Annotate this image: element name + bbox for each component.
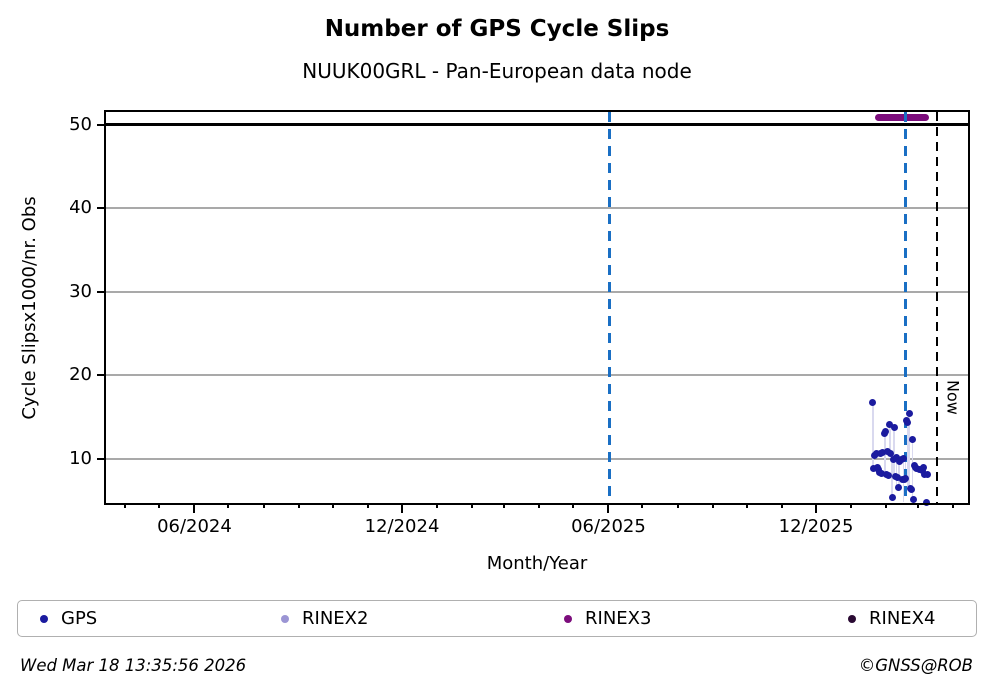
chart-title: Number of GPS Cycle Slips — [324, 16, 670, 42]
legend-item-gps: GPS — [40, 608, 97, 630]
now-label: Now — [943, 380, 963, 415]
gps-data-point — [886, 421, 894, 429]
legend-label: GPS — [61, 608, 98, 629]
x-tick-label: 12/2024 — [364, 516, 440, 537]
event-vline — [608, 112, 612, 503]
gps-data-point — [879, 448, 887, 456]
gridline — [106, 374, 968, 377]
gps-data-point — [895, 483, 903, 491]
legend-label: RINEX3 — [585, 608, 652, 629]
gps-data-point — [872, 449, 880, 457]
range-bar — [895, 457, 898, 489]
legend-label: RINEX4 — [869, 608, 936, 629]
x-axis-label: Month/Year — [486, 553, 588, 574]
range-bar — [871, 402, 874, 470]
gps-data-point — [922, 498, 930, 506]
gps-data-point — [893, 453, 901, 461]
axis-frame — [104, 110, 970, 505]
gps-data-point — [887, 449, 895, 457]
y-tick-label: 30 — [69, 280, 92, 302]
gps-data-point — [881, 427, 889, 435]
y-axis-label: Cycle Slipsx1000/nr. Obs — [19, 196, 40, 420]
range-bar — [893, 427, 896, 479]
gps-data-point — [910, 496, 918, 504]
gps-data-point — [878, 469, 886, 477]
now-line — [935, 112, 939, 503]
gps-data-point — [890, 423, 898, 431]
plot-area: Now — [106, 112, 968, 506]
legend-item-rinex4: RINEX4 — [848, 608, 935, 630]
legend-item-rinex3: RINEX3 — [564, 608, 651, 630]
rinex3-segment — [874, 113, 930, 121]
gps-data-point — [905, 410, 913, 418]
gps-data-point — [899, 454, 907, 462]
rinex4-marker-icon — [848, 615, 856, 623]
rinex3-marker-icon — [564, 615, 572, 623]
legend-box — [17, 600, 977, 637]
x-tick-label: 12/2025 — [778, 516, 854, 537]
gps-data-point — [885, 472, 893, 480]
plot-timestamp: Wed Mar 18 13:35:56 2026 — [20, 656, 247, 675]
gps-marker-icon — [40, 615, 48, 623]
gps-data-point — [869, 399, 877, 407]
y-tick-label: 20 — [69, 364, 92, 386]
range-bar — [888, 424, 891, 455]
gridline — [106, 207, 968, 210]
gps-data-point — [888, 493, 896, 501]
y-tick-label: 10 — [69, 448, 92, 470]
range-bar — [907, 422, 909, 487]
gridline — [106, 458, 968, 461]
event-vline — [904, 112, 908, 503]
gps-data-point — [904, 418, 912, 426]
gridline — [106, 290, 968, 293]
gps-data-point — [894, 473, 902, 481]
threshold-line — [106, 123, 968, 126]
gps-data-point — [908, 436, 916, 444]
gps-data-point — [920, 463, 928, 471]
gps-data-point — [923, 471, 931, 479]
rinex2-marker-icon — [281, 615, 289, 623]
gps-data-point — [907, 485, 915, 493]
range-bar — [908, 413, 910, 490]
x-tick-label: 06/2025 — [571, 516, 646, 537]
x-tick-label: 06/2024 — [157, 516, 232, 537]
credit-text: ©GNSS@ROB — [858, 656, 973, 675]
y-tick-label: 50 — [69, 113, 92, 135]
legend-item-rinex2: RINEX2 — [281, 608, 368, 630]
gps-data-point — [902, 474, 910, 482]
chart-subtitle: NUUK00GRL - Pan-European data node — [302, 59, 692, 83]
legend-label: RINEX2 — [302, 608, 369, 629]
y-tick-label: 40 — [69, 197, 92, 219]
